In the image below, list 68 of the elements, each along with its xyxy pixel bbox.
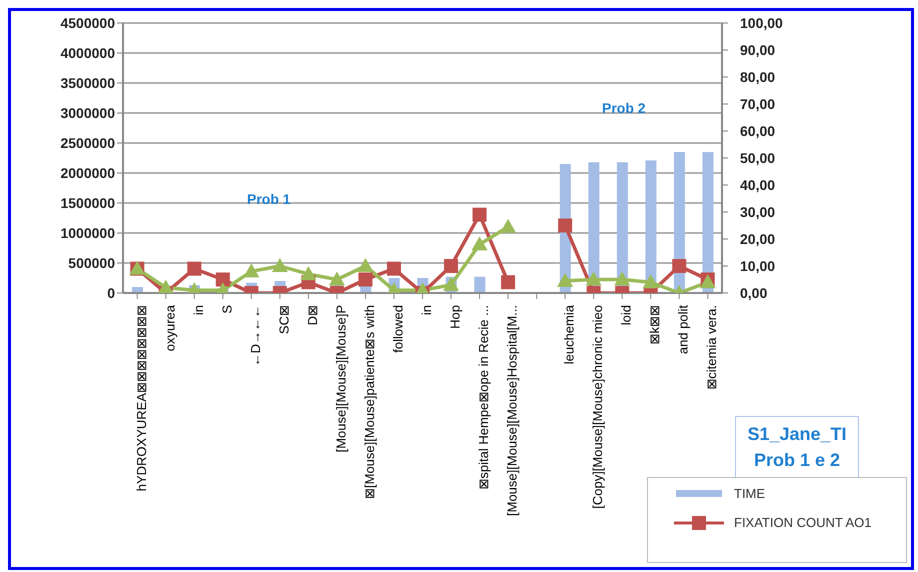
point — [444, 259, 458, 273]
x-tick-label: [Copy][Mouse][Mouse]chronic mieo — [590, 305, 606, 509]
point — [386, 262, 401, 276]
y-tick-label: 3500000 — [60, 74, 116, 91]
text: S1_Jane_TI Prob 1 e 2 — [735, 416, 859, 478]
bar — [474, 276, 486, 293]
point — [357, 258, 374, 272]
x-tick-label: ⊠k⊠⊠ — [647, 305, 662, 344]
y2-tick-label: 60,00 — [740, 122, 776, 139]
y2-tick-label: 0,00 — [740, 284, 768, 301]
x-tick-label: leuchemia — [562, 304, 577, 364]
point — [300, 266, 316, 280]
point — [472, 236, 488, 250]
y-tick-label: 1000000 — [60, 224, 116, 241]
y-tick-label: 2500000 — [60, 134, 116, 151]
y2-tick-label: 100,00 — [740, 14, 784, 31]
x-tick-label: in — [419, 305, 434, 316]
point — [614, 272, 630, 286]
point — [642, 274, 659, 288]
point — [216, 272, 230, 286]
x-tick-label: SC⊠ — [276, 305, 292, 334]
y2-tick-label: 10,00 — [740, 258, 776, 274]
x-tick-label: S — [219, 304, 234, 314]
x-tick-label: ←D→←← — [248, 305, 263, 366]
point — [443, 276, 460, 291]
point — [557, 272, 574, 287]
point — [187, 262, 202, 276]
y2-tick-label: 90,00 — [740, 42, 776, 58]
y2-tick-label: 40,00 — [740, 176, 776, 193]
legend-label: FIXATION COUNT AO1 — [734, 515, 872, 530]
point — [358, 272, 372, 286]
y-tick-label: 4500000 — [60, 14, 116, 31]
legend-label: TIME — [734, 486, 766, 501]
y2-tick-label: 80,00 — [740, 68, 776, 85]
x-tick-label: hYDROXYUREA⊠⊠⊠⊠⊠⊠⊠⊠ — [134, 305, 149, 492]
x-tick-label: and polit — [676, 304, 691, 354]
x-tick-label: oxyurea — [162, 304, 178, 352]
x-tick-label: ⊠spital Hempe⊠ope in Recie ... — [476, 305, 492, 490]
point — [328, 272, 345, 286]
point — [558, 218, 572, 232]
x-tick-label: loid — [618, 305, 634, 326]
point — [501, 275, 516, 290]
x-tick-label: in — [190, 305, 206, 316]
y2-tick-label: 70,00 — [740, 96, 776, 112]
y-tick-label: 0 — [107, 284, 116, 301]
annotation: Prob 1 — [247, 191, 291, 207]
point — [158, 280, 174, 293]
y2-tick-label: 30,00 — [740, 204, 776, 220]
point — [272, 258, 288, 272]
x-tick-label: [Mouse][Mouse][Mouse]P — [333, 305, 348, 452]
x-tick-label: followed — [390, 305, 406, 353]
point — [672, 259, 686, 273]
annotation: Prob 2 — [602, 100, 646, 116]
point — [500, 218, 516, 233]
point — [586, 272, 602, 286]
y2-tick-label: 50,00 — [740, 150, 776, 166]
x-tick-label: [Mouse][Mouse][Mouse]Hospital[M... — [504, 305, 520, 516]
point — [472, 208, 487, 222]
y-tick-label: 2000000 — [60, 164, 116, 181]
x-tick-label: ⊠citemia vera. — [704, 305, 720, 390]
y-tick-label: 1500000 — [60, 194, 116, 211]
x-tick-label: D⊠ — [304, 305, 320, 326]
y-tick-label: 500000 — [68, 254, 116, 271]
x-tick-label: ⊠[Mouse][Mouse]patiente⊠s with — [362, 305, 377, 499]
x-tick-label: Hop — [448, 305, 463, 329]
y2-tick-label: 20,00 — [740, 230, 776, 247]
y-tick-label: 3000000 — [60, 104, 116, 121]
y-tick-label: 4000000 — [60, 44, 116, 61]
